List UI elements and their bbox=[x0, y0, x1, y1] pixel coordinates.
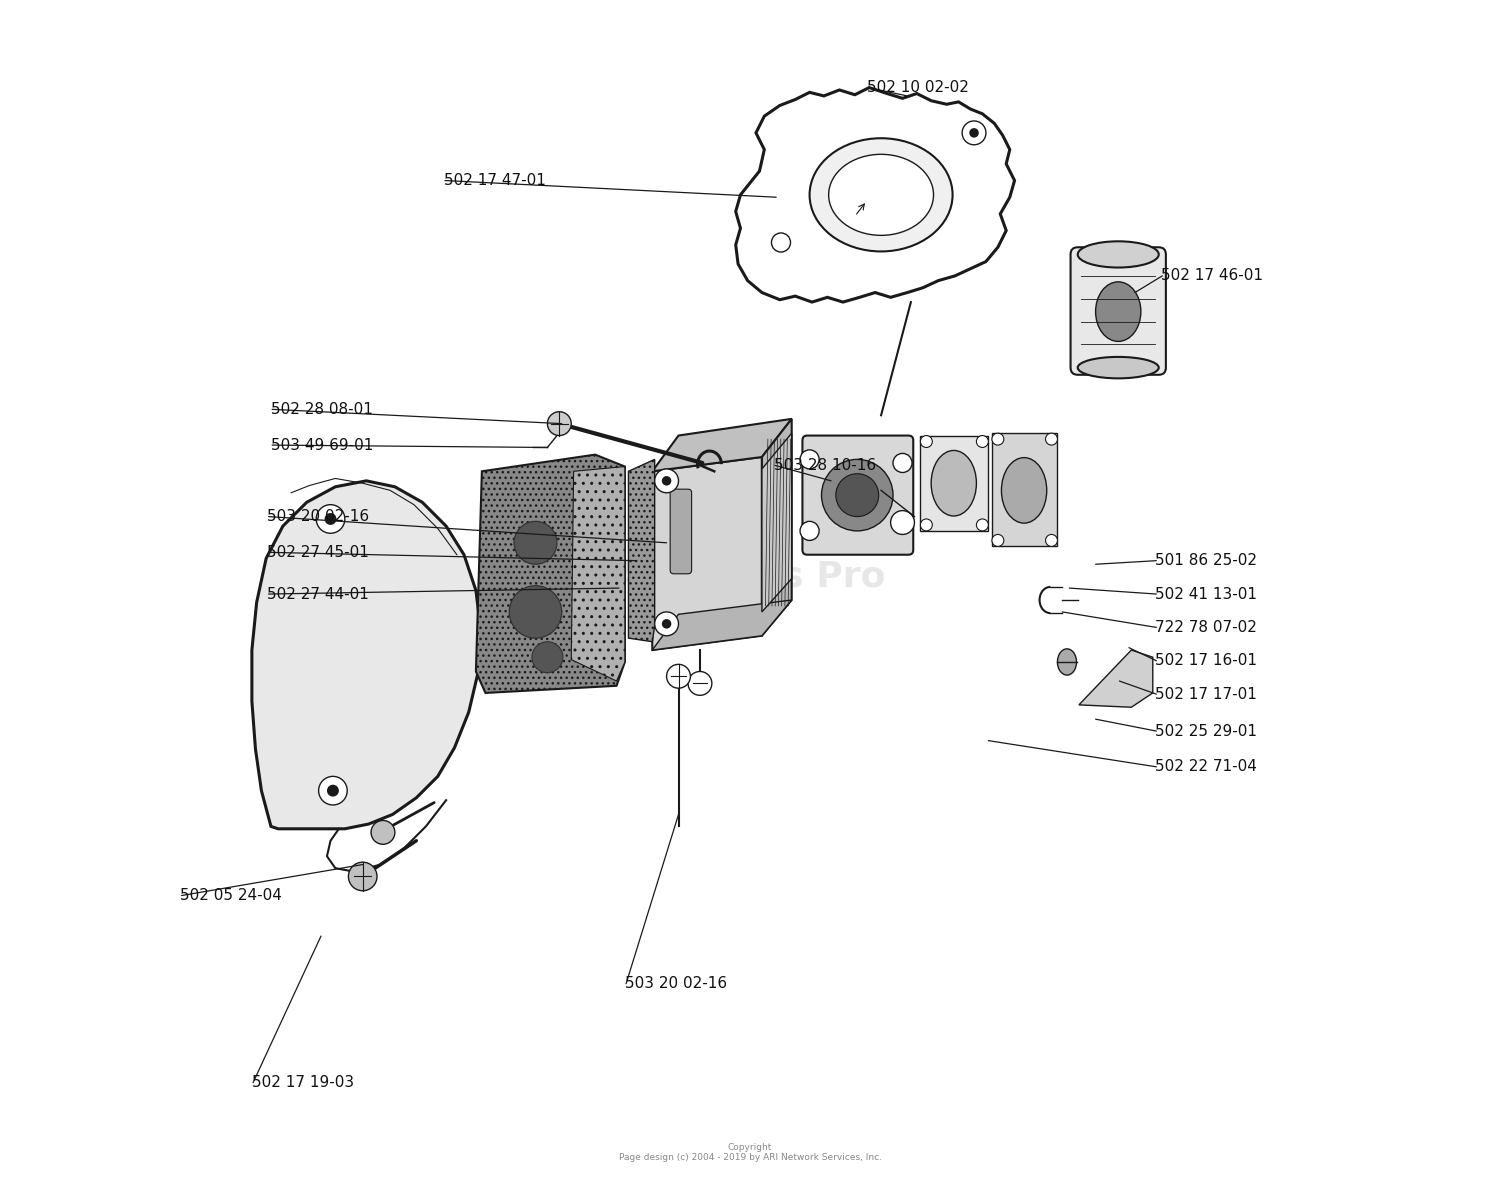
Text: 501 86 25-02: 501 86 25-02 bbox=[1155, 553, 1257, 568]
Circle shape bbox=[324, 514, 336, 524]
Text: 502 05 24-04: 502 05 24-04 bbox=[180, 888, 282, 904]
Text: 502 27 44-01: 502 27 44-01 bbox=[267, 587, 369, 601]
Polygon shape bbox=[252, 481, 480, 829]
Text: 502 17 46-01: 502 17 46-01 bbox=[1161, 269, 1263, 283]
Circle shape bbox=[666, 665, 690, 688]
Circle shape bbox=[800, 521, 819, 540]
Circle shape bbox=[348, 862, 376, 890]
Text: 502 41 13-01: 502 41 13-01 bbox=[1155, 587, 1257, 601]
Circle shape bbox=[510, 586, 561, 638]
Text: 502 22 71-04: 502 22 71-04 bbox=[1155, 760, 1257, 774]
Circle shape bbox=[891, 511, 915, 534]
Polygon shape bbox=[762, 419, 792, 636]
Polygon shape bbox=[1078, 650, 1154, 707]
Circle shape bbox=[318, 776, 346, 805]
Polygon shape bbox=[476, 455, 626, 692]
Polygon shape bbox=[652, 419, 792, 472]
Text: 503 20 02-16: 503 20 02-16 bbox=[626, 977, 728, 991]
Circle shape bbox=[921, 436, 933, 448]
Text: 502 17 17-01: 502 17 17-01 bbox=[1155, 686, 1257, 702]
Polygon shape bbox=[762, 433, 792, 612]
Polygon shape bbox=[652, 457, 762, 650]
Text: 722 78 07-02: 722 78 07-02 bbox=[1155, 620, 1257, 635]
Circle shape bbox=[822, 460, 892, 530]
Circle shape bbox=[1046, 534, 1058, 546]
Ellipse shape bbox=[1058, 649, 1077, 676]
Text: 502 17 16-01: 502 17 16-01 bbox=[1155, 653, 1257, 668]
Text: 503 28 10-16: 503 28 10-16 bbox=[774, 458, 876, 473]
Circle shape bbox=[688, 672, 712, 695]
Polygon shape bbox=[572, 467, 626, 682]
Circle shape bbox=[327, 785, 339, 797]
Circle shape bbox=[976, 518, 988, 530]
Circle shape bbox=[976, 436, 988, 448]
Circle shape bbox=[1046, 433, 1058, 445]
Ellipse shape bbox=[932, 450, 976, 516]
Ellipse shape bbox=[1095, 282, 1142, 342]
Text: Copyright
Page design (c) 2004 - 2019 by ARI Network Services, Inc.: Copyright Page design (c) 2004 - 2019 by… bbox=[618, 1144, 882, 1163]
Circle shape bbox=[662, 476, 672, 486]
Circle shape bbox=[654, 469, 678, 493]
FancyBboxPatch shape bbox=[802, 436, 913, 554]
Circle shape bbox=[370, 821, 394, 845]
Ellipse shape bbox=[828, 155, 933, 235]
Text: 502 25 29-01: 502 25 29-01 bbox=[1155, 724, 1257, 738]
Text: 502 27 45-01: 502 27 45-01 bbox=[267, 545, 369, 560]
Text: 502 17 47-01: 502 17 47-01 bbox=[444, 173, 546, 188]
Circle shape bbox=[992, 534, 1004, 546]
Text: ARI Parts Pro: ARI Parts Pro bbox=[615, 559, 885, 593]
Polygon shape bbox=[652, 600, 792, 650]
Circle shape bbox=[662, 619, 672, 629]
Ellipse shape bbox=[810, 138, 952, 252]
Circle shape bbox=[969, 128, 980, 138]
Ellipse shape bbox=[1077, 241, 1158, 268]
Polygon shape bbox=[735, 88, 1014, 302]
Ellipse shape bbox=[1077, 356, 1158, 378]
Circle shape bbox=[316, 505, 345, 533]
Polygon shape bbox=[628, 460, 654, 642]
Polygon shape bbox=[921, 436, 988, 530]
FancyBboxPatch shape bbox=[670, 490, 692, 574]
Circle shape bbox=[962, 121, 986, 145]
Circle shape bbox=[548, 412, 572, 436]
Circle shape bbox=[921, 518, 933, 530]
Circle shape bbox=[771, 233, 790, 252]
Text: 502 28 08-01: 502 28 08-01 bbox=[272, 402, 374, 416]
Text: 502 10 02-02: 502 10 02-02 bbox=[867, 80, 969, 95]
Text: 502 17 19-03: 502 17 19-03 bbox=[252, 1075, 354, 1090]
Circle shape bbox=[992, 433, 1004, 445]
Circle shape bbox=[654, 612, 678, 636]
FancyBboxPatch shape bbox=[1071, 247, 1166, 374]
Circle shape bbox=[514, 521, 556, 564]
Circle shape bbox=[836, 474, 879, 516]
Ellipse shape bbox=[1002, 457, 1047, 523]
Text: 503 20 02-16: 503 20 02-16 bbox=[267, 509, 369, 524]
Polygon shape bbox=[992, 433, 1058, 546]
Circle shape bbox=[800, 450, 819, 469]
Text: 503 49 69-01: 503 49 69-01 bbox=[272, 438, 374, 452]
Circle shape bbox=[532, 642, 562, 673]
Circle shape bbox=[892, 454, 912, 473]
